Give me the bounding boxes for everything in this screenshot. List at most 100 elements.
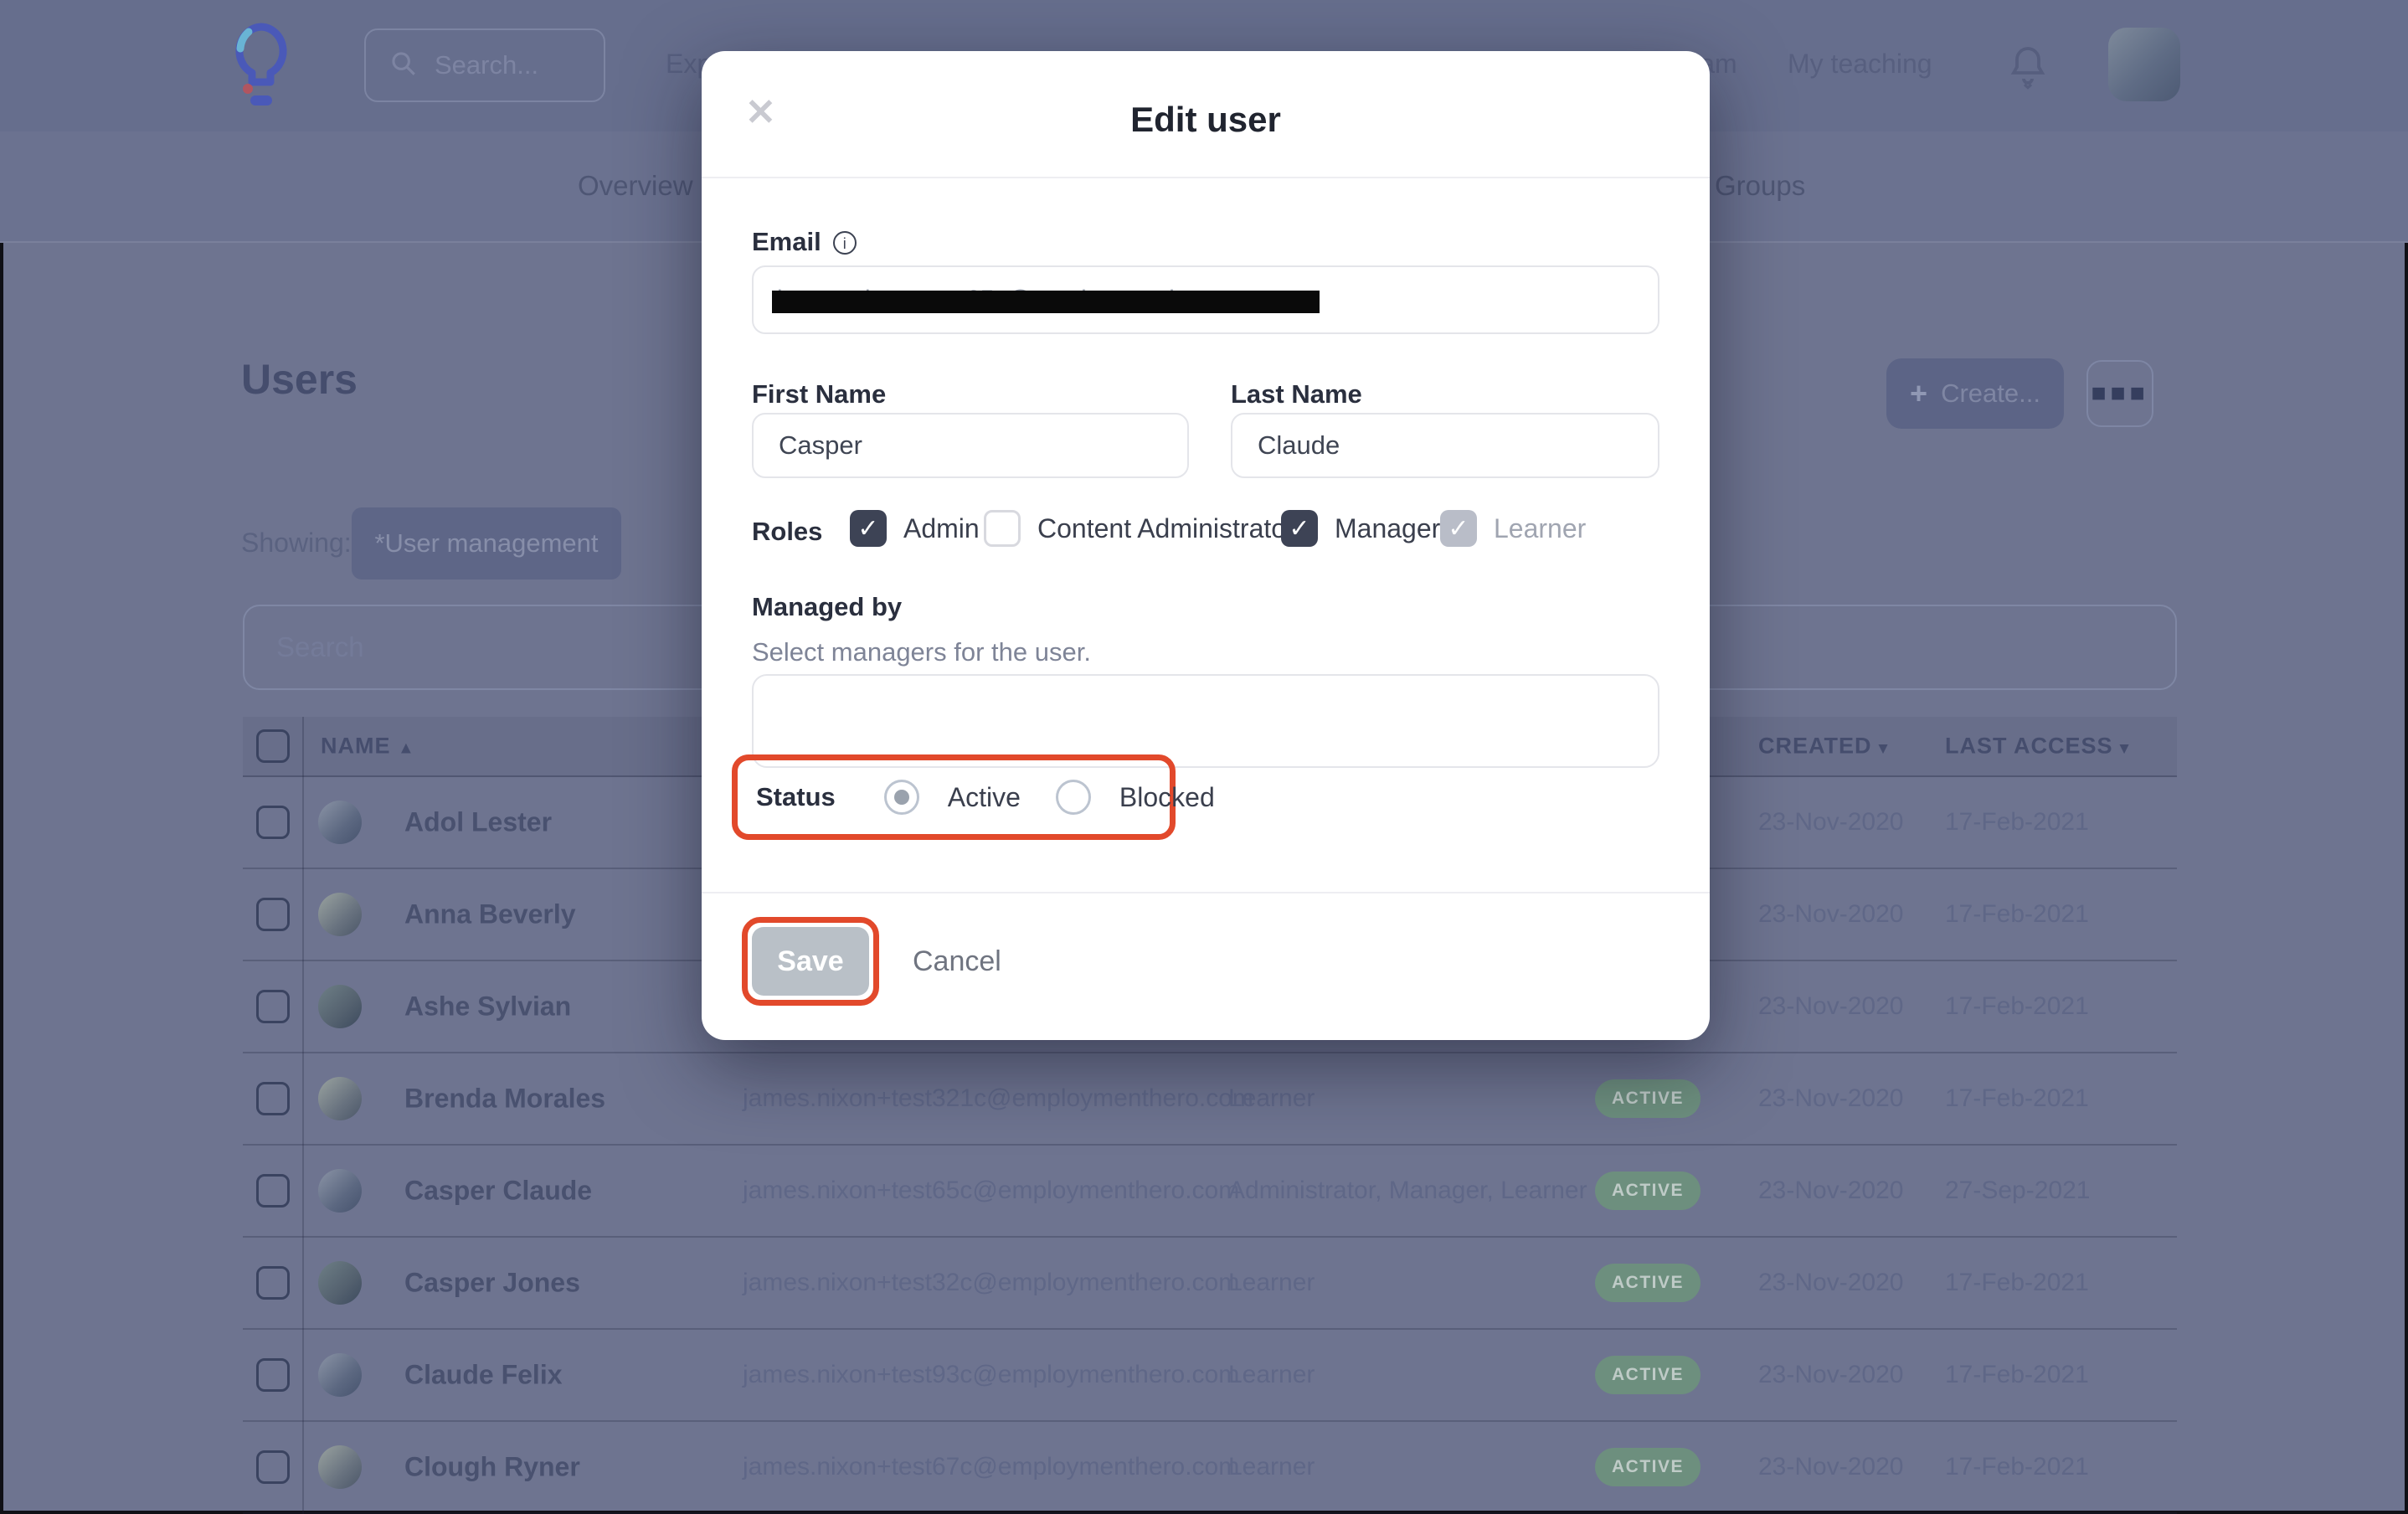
role-label: Content Administrator xyxy=(1037,512,1295,543)
column-header-last-access[interactable]: LAST ACCESS ▾ xyxy=(1945,733,2130,759)
avatar xyxy=(318,801,362,844)
user-email: james.nixon+test32c@employmenthero.com xyxy=(743,1269,1240,1296)
last-name-field[interactable] xyxy=(1256,430,1634,461)
last-access-date: 17-Feb-2021 xyxy=(1945,1084,2089,1112)
managed-by-label: Managed by xyxy=(752,592,903,621)
plus-icon: + xyxy=(1910,376,1928,410)
row-checkbox[interactable] xyxy=(256,1358,290,1392)
role-label: Admin xyxy=(903,512,980,543)
more-actions-button[interactable]: ■■■ xyxy=(2086,360,2153,427)
managed-by-hint: Select managers for the user. xyxy=(752,637,1091,667)
user-name: Brenda Morales xyxy=(404,1083,606,1114)
status-radio-blocked[interactable] xyxy=(1055,780,1091,815)
last-name-label: Last Name xyxy=(1231,379,1362,409)
last-access-date: 17-Feb-2021 xyxy=(1945,1269,2089,1296)
avatar xyxy=(318,893,362,936)
role-checkbox-manager[interactable]: ✓ Manager xyxy=(1281,510,1440,547)
user-email: james.nixon+test93c@employmenthero.com xyxy=(743,1361,1240,1388)
user-roles: Learner xyxy=(1228,1453,1315,1481)
row-checkbox[interactable] xyxy=(256,1266,290,1300)
nav-item-my-teaching[interactable]: My teaching xyxy=(1788,49,1932,79)
user-email: james.nixon+test321c@employmenthero.com xyxy=(743,1084,1253,1112)
row-checkbox[interactable] xyxy=(256,898,290,931)
tab-overview[interactable]: Overview xyxy=(578,170,693,201)
row-checkbox[interactable] xyxy=(256,806,290,839)
status-badge: ACTIVE xyxy=(1595,1448,1701,1486)
row-checkbox[interactable] xyxy=(256,1174,290,1208)
sort-down-icon: ▾ xyxy=(2120,739,2130,758)
search-icon xyxy=(389,49,418,82)
user-name: Ashe Sylvian xyxy=(404,991,572,1022)
roles-label: Roles xyxy=(752,517,823,546)
table-row[interactable]: Casper Claude james.nixon+test65c@employ… xyxy=(243,1146,2177,1238)
create-button-label: Create... xyxy=(1941,378,2040,408)
last-access-date: 17-Feb-2021 xyxy=(1945,992,2089,1020)
user-name: Anna Beverly xyxy=(404,899,576,930)
check-icon: ✓ xyxy=(1448,514,1469,543)
status-badge: ACTIVE xyxy=(1595,1079,1701,1118)
save-annotation-ring xyxy=(742,917,879,1006)
close-icon[interactable]: ✕ xyxy=(745,92,776,133)
sort-asc-icon: ▲ xyxy=(398,739,415,758)
last-access-date: 17-Feb-2021 xyxy=(1945,900,2089,928)
user-avatar[interactable] xyxy=(2108,28,2180,101)
avatar xyxy=(318,1261,362,1305)
status-radio-active[interactable] xyxy=(883,780,919,815)
select-all-checkbox[interactable] xyxy=(256,729,290,763)
table-row[interactable]: Claude Felix james.nixon+test93c@employm… xyxy=(243,1330,2177,1422)
footer-divider xyxy=(702,892,1710,893)
last-access-date: 17-Feb-2021 xyxy=(1945,808,2089,836)
table-row[interactable]: Brenda Morales james.nixon+test321c@empl… xyxy=(243,1053,2177,1146)
status-option-label[interactable]: Blocked xyxy=(1119,781,1215,812)
user-roles: Learner xyxy=(1228,1361,1315,1388)
row-checkbox[interactable] xyxy=(256,1082,290,1115)
row-checkbox[interactable] xyxy=(256,1450,290,1484)
create-button[interactable]: + Create... xyxy=(1886,358,2064,429)
global-search-input[interactable] xyxy=(433,49,575,81)
created-date: 23-Nov-2020 xyxy=(1758,1361,1904,1388)
column-header-name[interactable]: NAME ▲ xyxy=(321,733,415,759)
avatar xyxy=(318,1077,362,1120)
check-icon: ✓ xyxy=(857,514,879,543)
page-title: Users xyxy=(241,356,358,403)
table-row[interactable]: Casper Jones james.nixon+test32c@employm… xyxy=(243,1238,2177,1330)
table-row[interactable]: Ashe Sylvian 23-Nov-2020 17-Feb-2021 xyxy=(243,961,2177,1053)
first-name-label: First Name xyxy=(752,379,887,409)
user-name: Claude Felix xyxy=(404,1359,563,1390)
user-email: james.nixon+test65c@employmenthero.com xyxy=(743,1177,1240,1204)
bell-icon[interactable] xyxy=(2008,44,2048,95)
role-checkbox-admin[interactable]: ✓ Admin xyxy=(850,510,980,547)
user-name: Casper Claude xyxy=(404,1175,593,1206)
user-name: Clough Ryner xyxy=(404,1451,580,1482)
cancel-button[interactable]: Cancel xyxy=(913,945,1001,977)
managed-by-field[interactable] xyxy=(752,674,1659,768)
table-row[interactable]: Clough Ryner james.nixon+test67c@employm… xyxy=(243,1422,2177,1514)
user-email: james.nixon+test67c@employmenthero.com xyxy=(743,1453,1240,1481)
avatar xyxy=(318,985,362,1028)
user-roles: Learner xyxy=(1228,1084,1315,1112)
role-checkbox-content-administrator[interactable]: Content Administrator xyxy=(984,510,1295,547)
filter-chip-user-management[interactable]: *User management xyxy=(352,507,621,579)
column-header-created[interactable]: CREATED ▾ xyxy=(1758,733,1889,759)
user-name: Casper Jones xyxy=(404,1267,580,1298)
role-label: Learner xyxy=(1494,512,1587,543)
tab-groups[interactable]: Groups xyxy=(1715,170,1806,201)
status-badge: ACTIVE xyxy=(1595,1356,1701,1394)
first-name-field[interactable] xyxy=(777,430,1164,461)
modal-header: ✕ Edit user xyxy=(702,51,1710,178)
email-field[interactable]: james.nixon+test65c@employmenthero.com xyxy=(752,265,1659,334)
status-badge: ACTIVE xyxy=(1595,1264,1701,1302)
status-label: Status xyxy=(756,782,836,811)
save-button[interactable]: Save xyxy=(752,927,869,996)
avatar xyxy=(318,1169,362,1213)
status-option-label[interactable]: Active xyxy=(947,781,1021,812)
check-icon: ✓ xyxy=(1289,514,1310,543)
row-checkbox[interactable] xyxy=(256,990,290,1023)
info-icon[interactable]: i xyxy=(832,231,857,255)
lightbulb-logo-icon[interactable] xyxy=(232,22,291,113)
first-name-wrap xyxy=(752,413,1189,478)
created-date: 23-Nov-2020 xyxy=(1758,808,1904,836)
user-name: Adol Lester xyxy=(404,806,553,837)
